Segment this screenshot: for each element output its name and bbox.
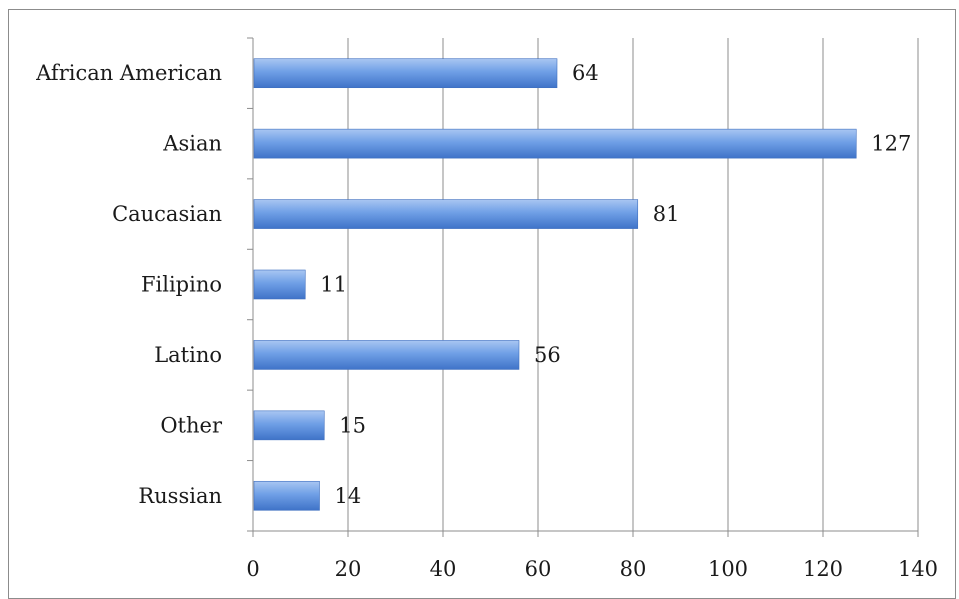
- data-label: 64: [572, 61, 599, 85]
- x-tick-label: 100: [708, 557, 748, 581]
- x-tick-label: 80: [620, 557, 647, 581]
- data-label: 127: [871, 132, 911, 156]
- data-label: 15: [339, 413, 366, 437]
- category-label: Caucasian: [112, 202, 222, 226]
- category-label: Russian: [138, 484, 222, 508]
- data-label: 81: [653, 202, 680, 226]
- bar-latino: [253, 340, 520, 370]
- data-label: 56: [534, 343, 561, 367]
- x-tick-label: 20: [335, 557, 362, 581]
- x-tick-label: 0: [246, 557, 259, 581]
- category-label: Latino: [154, 343, 222, 367]
- bar-filipino: [253, 269, 306, 300]
- x-tick-label: 60: [525, 557, 552, 581]
- data-label: 14: [335, 484, 362, 508]
- data-label: 11: [320, 273, 347, 297]
- bar-african-american: [253, 58, 558, 89]
- x-tick-label: 120: [803, 557, 843, 581]
- category-label: Filipino: [141, 273, 222, 297]
- bar-russian: [253, 480, 320, 511]
- x-tick-label: 40: [430, 557, 457, 581]
- chart-frame: [8, 9, 956, 599]
- category-label: Other: [160, 413, 223, 437]
- bar-other: [253, 410, 325, 441]
- category-label: Asian: [162, 132, 222, 156]
- x-tick-label: 140: [898, 557, 938, 581]
- gridlines: [347, 38, 919, 531]
- bar-asian: [253, 128, 857, 159]
- bars: [253, 58, 857, 511]
- bar-caucasian: [253, 199, 639, 229]
- chart-text: 0 20 40 60 80 100 120 140 African American 64 Asia…: [35, 61, 938, 581]
- category-label: African American: [35, 61, 222, 85]
- axes: [247, 37, 919, 537]
